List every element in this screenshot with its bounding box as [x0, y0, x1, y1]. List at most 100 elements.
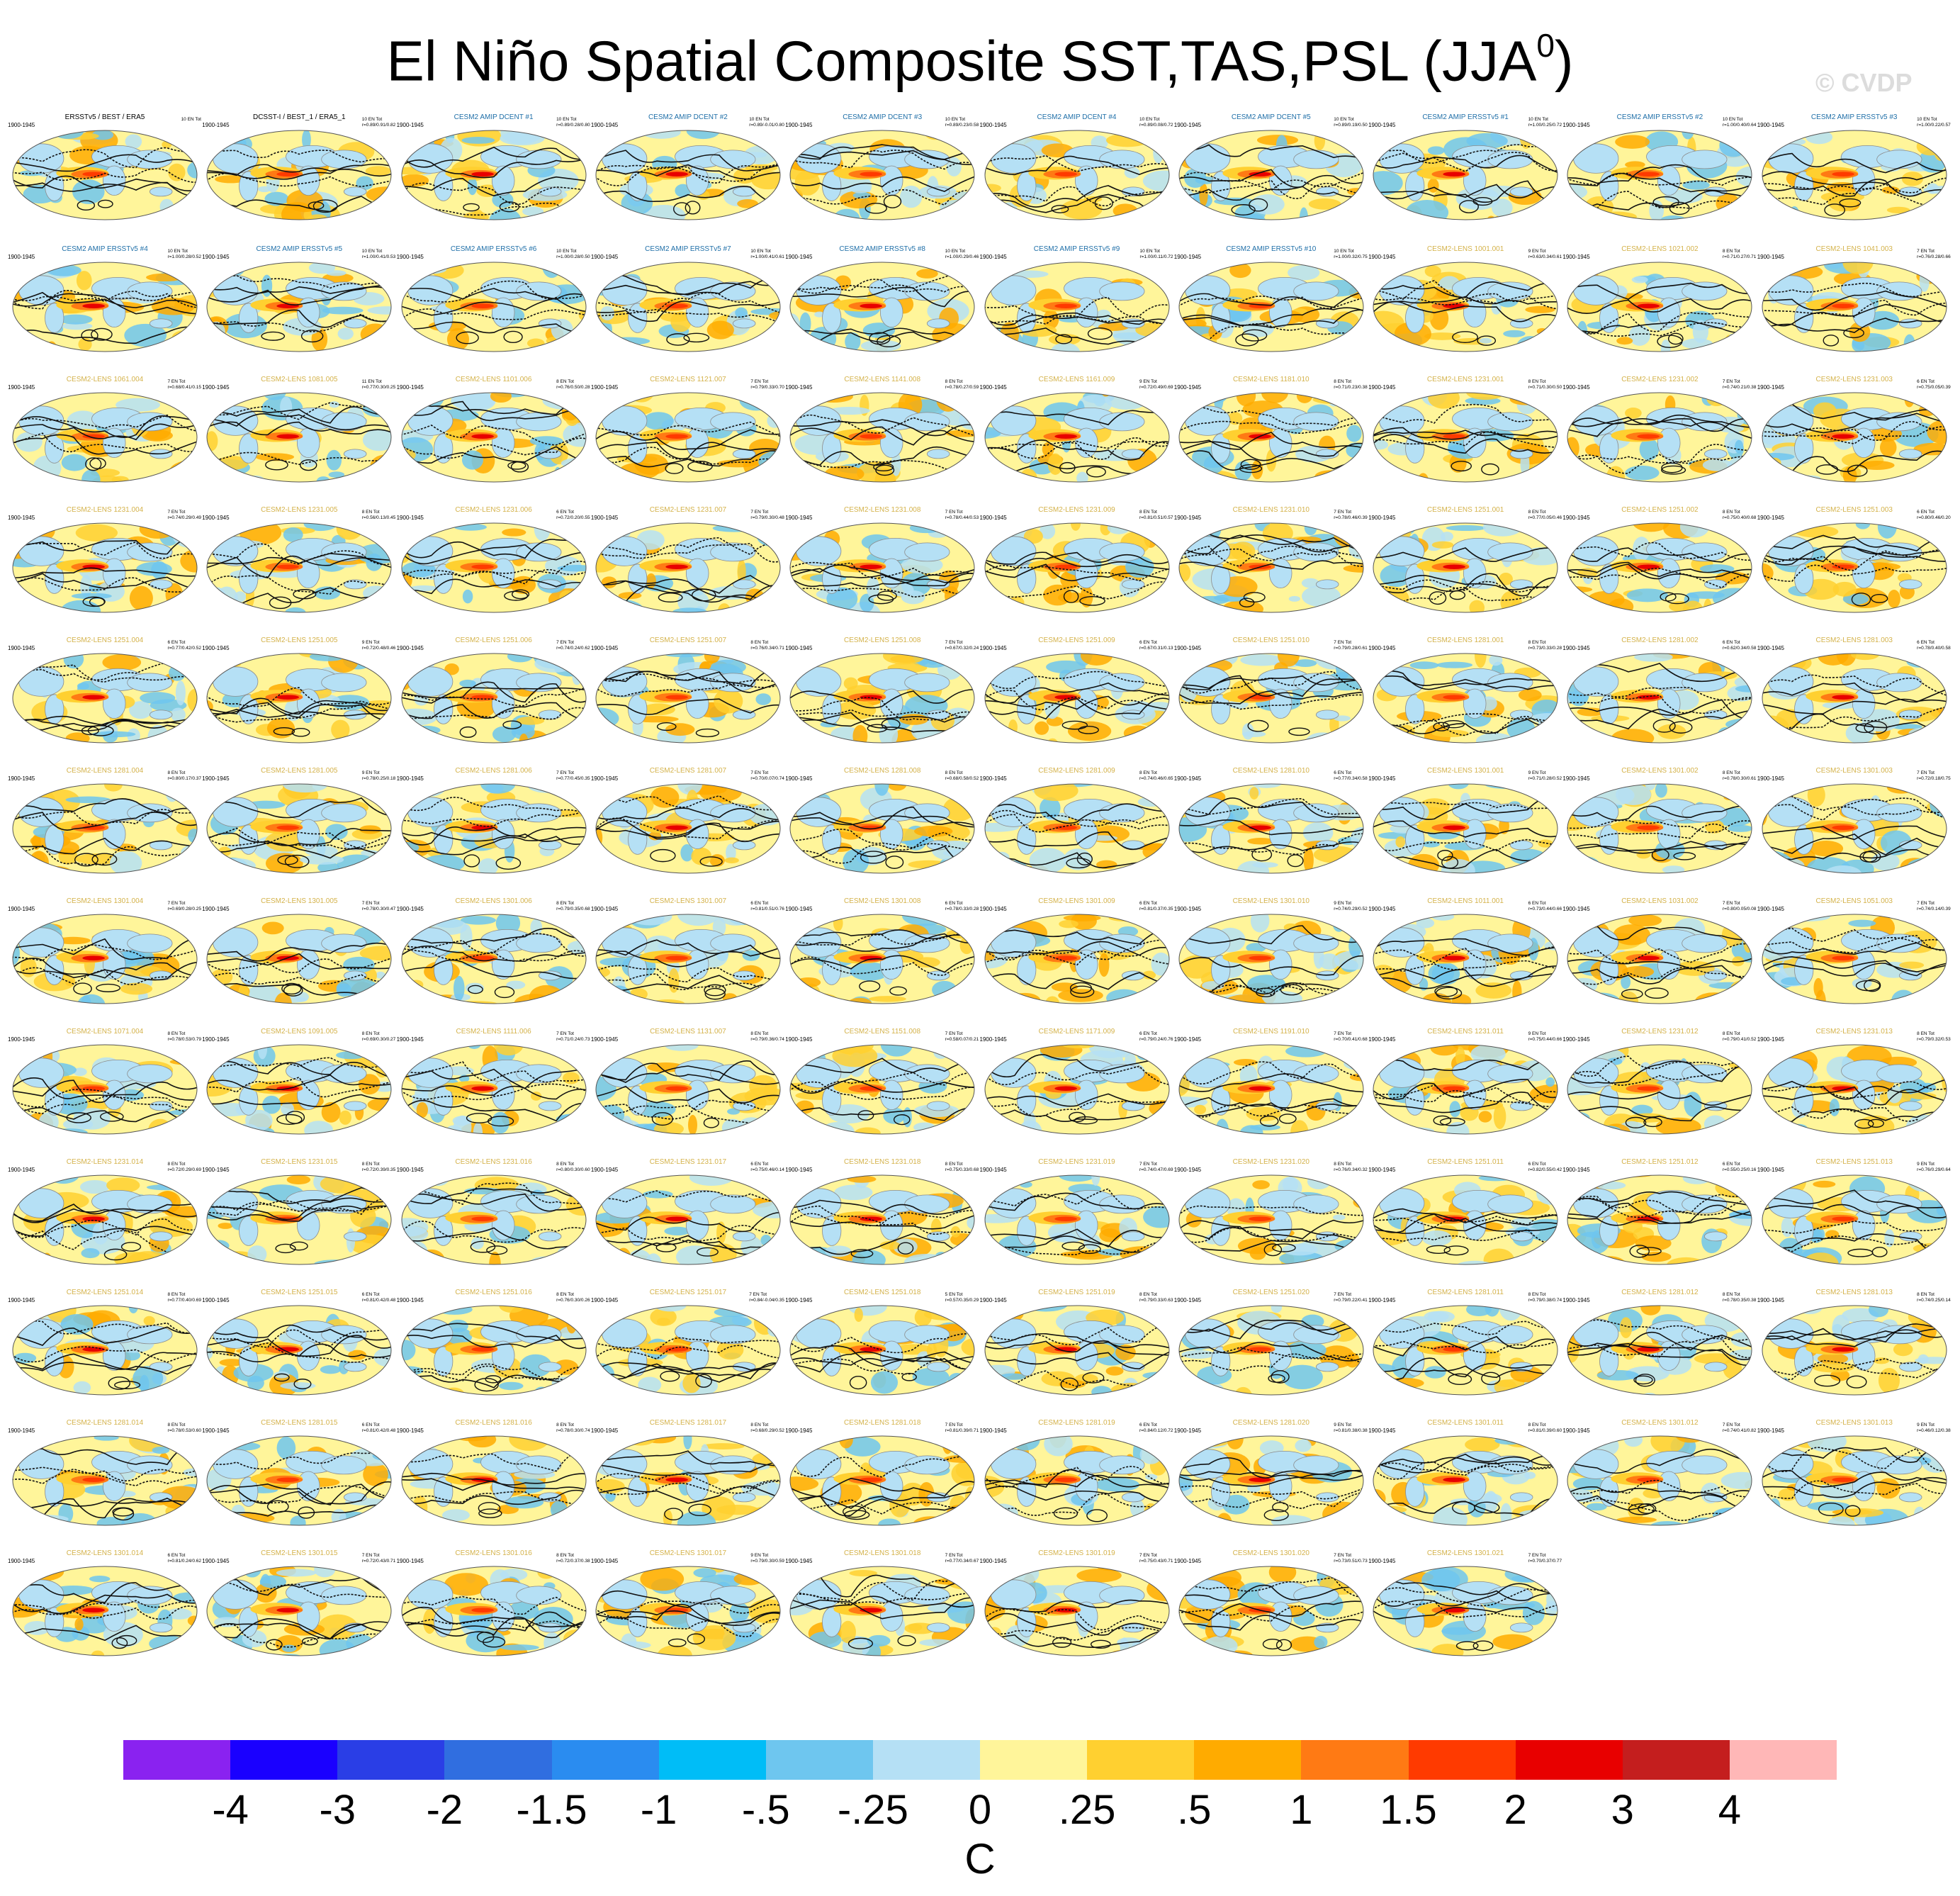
psl-contour	[790, 446, 975, 466]
psl-contour	[207, 553, 392, 568]
continent-outline	[1184, 1188, 1231, 1218]
panel-title: CESM2-LENS 1251.007	[649, 636, 727, 644]
map-border	[595, 1305, 781, 1396]
anomaly-blob	[691, 847, 712, 865]
anomaly-blob	[984, 952, 995, 961]
psl-closed-contour	[474, 1377, 499, 1392]
psl-closed-contour	[1059, 461, 1076, 474]
continent-outline	[491, 427, 515, 459]
continent-outline	[796, 1188, 842, 1218]
map-panel: CESM2-LENS 1281.002 1900-1945 6 EN Tot r=0…	[1562, 636, 1756, 750]
map-border	[789, 1174, 975, 1265]
psl-contour	[790, 426, 975, 446]
anomaly-blob	[1762, 1126, 1781, 1134]
panel-title: CESM2-LENS 1301.010	[1232, 897, 1310, 905]
psl-contour	[401, 1067, 586, 1089]
continent-outline	[45, 1476, 64, 1507]
anomaly-blob	[168, 1436, 187, 1445]
map-field	[1762, 914, 1947, 1004]
psl-contour	[207, 1187, 392, 1204]
psl-closed-contour	[683, 332, 710, 343]
enso-warm-tongue	[82, 434, 105, 439]
map-field	[207, 1306, 392, 1395]
psl-contour	[1178, 841, 1363, 853]
continent-outline	[1268, 558, 1292, 589]
panel-stats: 8 EN Tot r=0.80/0.30/0.60	[556, 1162, 590, 1172]
anomaly-blob	[960, 789, 975, 808]
anomaly-blob	[1656, 1117, 1701, 1134]
psl-closed-contour	[1061, 720, 1088, 730]
anomaly-blob	[664, 1226, 691, 1236]
map-panel: CESM2-LENS 1231.020 1900-1945 8 EN Tot r=0…	[1174, 1158, 1368, 1272]
panel-title: CESM2-LENS 1151.008	[844, 1028, 921, 1036]
anomaly-blob	[1511, 600, 1522, 612]
continent-outline	[1682, 933, 1728, 953]
psl-contour	[1373, 715, 1558, 737]
psl-closed-contour	[502, 720, 522, 729]
psl-closed-contour	[1061, 1241, 1085, 1251]
panel-period: 1900-1945	[202, 384, 230, 391]
anomaly-blob	[519, 1354, 552, 1377]
anomaly-blob	[1718, 784, 1752, 795]
psl-closed-contour	[1248, 198, 1268, 212]
panel-stats: 8 EN Tot r=0.79/0.33/0.63	[1139, 1292, 1173, 1303]
continent-outline	[538, 709, 562, 720]
psl-contour	[790, 1214, 975, 1230]
map-field	[790, 1045, 975, 1134]
psl-contour	[1178, 144, 1363, 161]
anomaly-blob	[1455, 1046, 1465, 1067]
psl-contour	[1373, 848, 1558, 870]
anomaly-blob	[129, 701, 152, 719]
map-panel: CESM2-LENS 1171.009 1900-1945 6 EN Tot r=0…	[980, 1028, 1173, 1141]
psl-contour	[13, 1204, 197, 1222]
panel-title: CESM2-LENS 1231.003	[1815, 376, 1893, 383]
psl-contour	[1567, 1319, 1752, 1341]
anomaly-blob	[1039, 523, 1055, 539]
continent-outline	[1121, 970, 1144, 981]
psl-contour	[401, 1085, 586, 1100]
anomaly-blob	[916, 269, 938, 279]
enso-warm-tongue	[665, 695, 688, 700]
psl-closed-contour	[120, 1242, 142, 1252]
continent-outline	[880, 949, 903, 980]
global-map	[206, 1435, 392, 1526]
anomaly-blob	[1333, 715, 1351, 722]
psl-closed-contour	[1855, 980, 1881, 992]
psl-contour	[1178, 1061, 1363, 1084]
anomaly-blob	[1628, 1113, 1667, 1123]
anomaly-blob	[624, 1128, 641, 1134]
map-field	[1373, 1175, 1558, 1264]
continent-outline	[904, 542, 950, 562]
psl-contour	[1178, 534, 1363, 555]
title-main: El Niño Spatial Composite SST,TAS,PSL (J…	[386, 29, 1537, 93]
anomaly-blob	[1740, 141, 1752, 150]
psl-contour	[207, 972, 392, 985]
psl-closed-contour	[859, 980, 881, 992]
anomaly-blob	[471, 1237, 484, 1250]
global-map	[595, 653, 781, 744]
anomaly-blob	[1781, 1216, 1793, 1238]
psl-contour	[984, 440, 1169, 459]
psl-contour	[1178, 432, 1363, 450]
psl-contour	[401, 544, 586, 565]
anomaly-blob	[125, 134, 142, 149]
panel-stats: 7 EN Tot r=0.80/0.05/0.08	[1722, 901, 1757, 911]
panel-period: 1900-1945	[8, 1036, 35, 1043]
psl-contour	[1178, 985, 1363, 994]
psl-closed-contour	[1839, 198, 1861, 208]
panel-stats: 6 EN Tot r=0.78/0.33/0.28	[945, 901, 979, 911]
anomaly-blob	[1817, 1353, 1848, 1364]
psl-closed-contour	[1437, 850, 1453, 861]
enso-warm-tongue	[665, 1216, 688, 1221]
map-field	[790, 784, 975, 873]
psl-contour	[401, 945, 586, 963]
map-border	[1567, 914, 1752, 1004]
psl-closed-contour	[1074, 1116, 1098, 1125]
anomaly-blob	[675, 184, 691, 198]
anomaly-blob	[210, 969, 233, 985]
psl-contour	[207, 1200, 392, 1216]
anomaly-blob	[13, 925, 30, 932]
enso-warm-tongue	[471, 1347, 494, 1352]
panel-stats: 10 EN Tot r=1.00/0.29/0.46	[945, 249, 979, 259]
continent-outline	[344, 970, 367, 981]
